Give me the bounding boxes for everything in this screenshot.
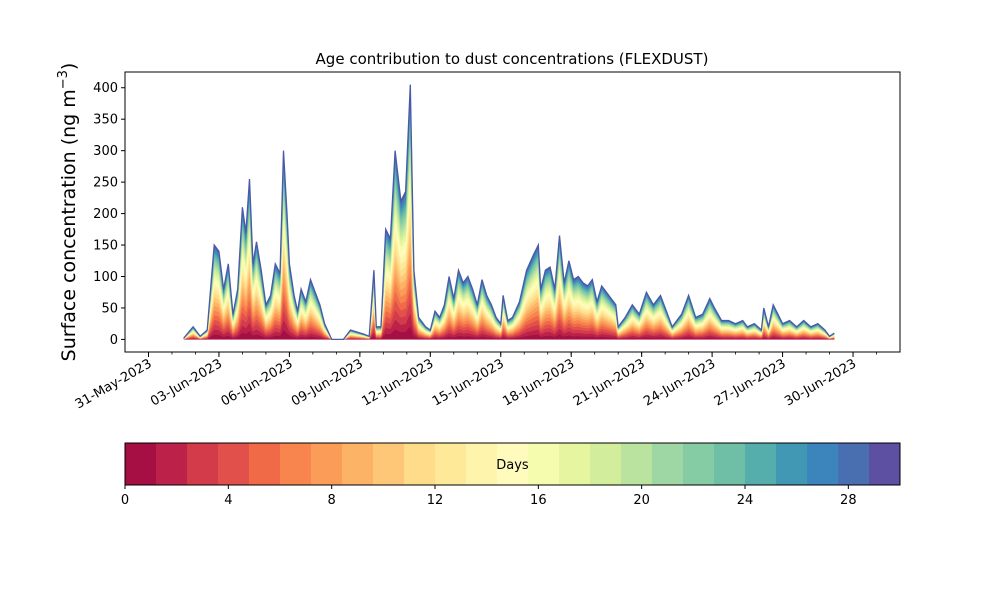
colorbar-swatch <box>838 443 870 485</box>
colorbar-swatch <box>435 443 467 485</box>
y-axis-label: Surface concentration (ng m−3) <box>56 63 80 362</box>
colorbar-swatch <box>590 443 622 485</box>
colorbar-tick-label: 8 <box>328 493 336 508</box>
colorbar-swatch <box>311 443 343 485</box>
colorbar-frame <box>124 442 901 486</box>
y-axis-label-close: ) <box>58 63 80 70</box>
colorbar-swatch <box>559 443 591 485</box>
colorbar-swatch <box>249 443 281 485</box>
x-tick-label: 31-May-2023 <box>73 356 155 412</box>
colorbar-swatch <box>683 443 715 485</box>
x-tick-label: 15-Jun-2023 <box>430 356 507 409</box>
colorbar-swatch <box>404 443 436 485</box>
y-tick-label: 100 <box>93 270 118 285</box>
x-tick-label: 03-Jun-2023 <box>148 356 225 409</box>
colorbar-tick-label: 0 <box>121 493 129 508</box>
x-tick-label: 24-Jun-2023 <box>641 356 718 409</box>
plot-frame <box>124 71 901 353</box>
y-tick-label: 150 <box>93 239 118 254</box>
colorbar-swatch <box>621 443 653 485</box>
colorbar-swatch <box>807 443 839 485</box>
colorbar-swatch <box>745 443 777 485</box>
y-tick-label: 200 <box>93 207 118 222</box>
colorbar-tick-label: 4 <box>224 493 232 508</box>
x-tick-label: 21-Jun-2023 <box>571 356 648 409</box>
colorbar-swatch <box>218 443 250 485</box>
colorbar-swatch <box>156 443 188 485</box>
colorbar-tick-label: 24 <box>737 493 754 508</box>
total-series-line <box>183 84 835 341</box>
colorbar-tick-label: 12 <box>427 493 444 508</box>
y-axis-label-main: Surface concentration (ng m <box>58 89 80 361</box>
colorbar: Days 0 4 8 12 16 20 24 28 <box>121 442 901 508</box>
colorbar-label: Days <box>496 458 529 473</box>
colorbar-swatch <box>869 443 901 485</box>
colorbar-tick-label: 16 <box>530 493 547 508</box>
y-tick-label: 300 <box>93 144 118 159</box>
colorbar-tick-label: 20 <box>633 493 650 508</box>
colorbar-swatch <box>714 443 746 485</box>
x-tick-label: 12-Jun-2023 <box>359 356 436 409</box>
x-tick-label: 27-Jun-2023 <box>712 356 789 409</box>
plot-area: 0 50 100 150 200 250 300 350 400 31-May-202303-Ju… <box>73 71 901 412</box>
chart-title: Age contribution to dust concentrations … <box>316 50 709 68</box>
x-tick-label: 30-Jun-2023 <box>782 356 859 409</box>
colorbar-swatch <box>342 443 374 485</box>
y-axis-label-superscript: −3 <box>56 70 71 89</box>
x-tick-label: 06-Jun-2023 <box>219 356 296 409</box>
colorbar-swatch <box>652 443 684 485</box>
y-tick-label: 50 <box>101 301 118 316</box>
colorbar-swatch <box>466 443 498 485</box>
colorbar-swatch <box>187 443 219 485</box>
y-tick-label: 400 <box>93 81 118 96</box>
colorbar-swatch <box>373 443 405 485</box>
colorbar-tick-label: 28 <box>840 493 857 508</box>
x-tick-label: 18-Jun-2023 <box>500 356 577 409</box>
colorbar-swatch <box>125 443 157 485</box>
colorbar-swatch <box>280 443 312 485</box>
colorbar-swatch <box>497 443 529 485</box>
colorbar-swatch <box>776 443 808 485</box>
y-tick-label: 0 <box>110 333 118 348</box>
x-tick-label: 09-Jun-2023 <box>289 356 366 409</box>
y-tick-label: 250 <box>93 176 118 191</box>
colorbar-swatch <box>528 443 560 485</box>
y-tick-label: 350 <box>93 113 118 128</box>
